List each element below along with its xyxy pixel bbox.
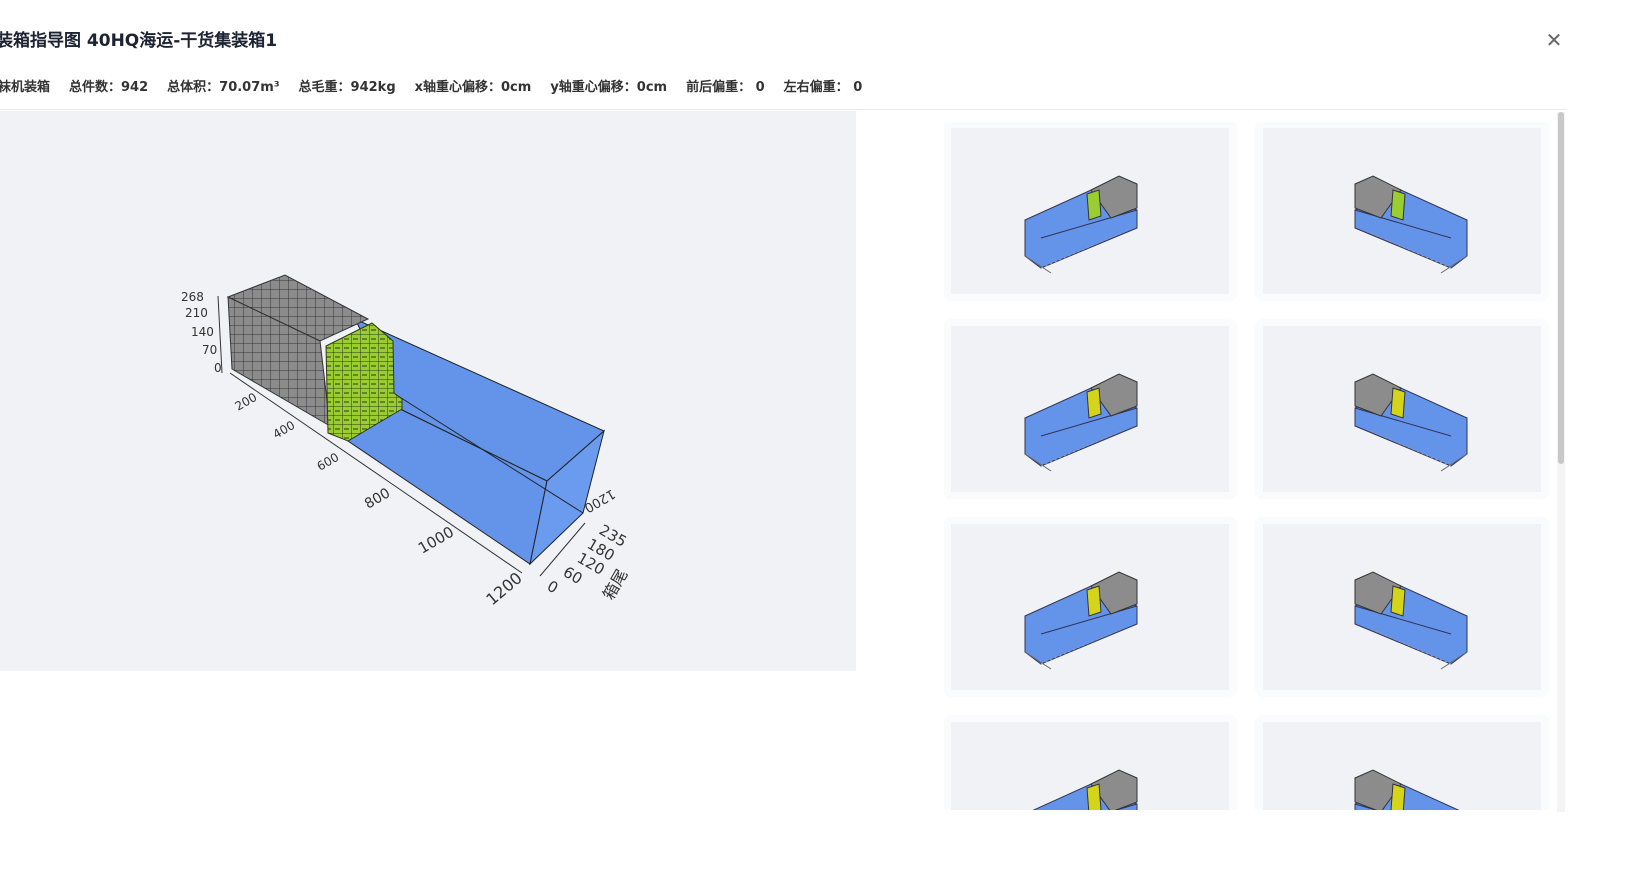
stat-x-offset: x轴重心偏移：0cm — [414, 80, 532, 95]
thumbnail-view — [951, 722, 1229, 810]
divider — [0, 109, 1566, 110]
y-axis-label: 箱尾 — [599, 566, 631, 603]
z-tick: 70 — [202, 343, 217, 357]
thumb-gray-boxes — [1354, 769, 1402, 810]
stat-count: 总件数：942 — [69, 80, 149, 95]
thumbnail-view — [1263, 128, 1541, 294]
thumb-highlight-boxes — [1086, 783, 1102, 810]
thumbnail-card[interactable] — [944, 518, 1236, 696]
thumb-highlight-boxes — [1390, 189, 1406, 221]
thumbnail-view — [1263, 524, 1541, 690]
thumb-gray-boxes — [1354, 175, 1402, 219]
thumbnail-card[interactable] — [1256, 320, 1548, 498]
x-tick: 200 — [233, 390, 260, 414]
thumbnail-list[interactable] — [944, 122, 1550, 810]
thumb-gray-boxes — [1090, 571, 1138, 615]
stat-volume: 总体积：70.07m³ — [167, 80, 280, 95]
thumbnail-view — [951, 524, 1229, 690]
main-3d-view[interactable]: 268 210 140 70 0 200 400 600 800 1000 12… — [0, 111, 856, 671]
x-tick: 1200 — [482, 568, 525, 609]
stat-weight: 总毛重：942kg — [298, 80, 396, 95]
x-tick: 600 — [315, 450, 342, 474]
z-tick: 210 — [185, 306, 208, 320]
thumbnail-view — [1263, 722, 1541, 810]
thumbnail-card[interactable] — [1256, 518, 1548, 696]
x-tick: 400 — [271, 418, 298, 442]
z-tick: 268 — [181, 290, 204, 304]
thumb-gray-boxes — [1354, 373, 1402, 417]
thumbnail-view — [951, 128, 1229, 294]
scrollbar[interactable] — [1557, 112, 1565, 812]
green-boxes — [325, 322, 403, 442]
stat-left-right: 左右偏重： 0 — [783, 80, 863, 95]
thumbnail-card[interactable] — [1256, 716, 1548, 810]
x-tick: 1000 — [415, 523, 457, 558]
thumb-gray-boxes — [1090, 769, 1138, 810]
thumbnail-card[interactable] — [944, 122, 1236, 300]
close-icon[interactable]: ✕ — [1545, 28, 1563, 52]
z-tick: 140 — [191, 325, 214, 339]
thumb-highlight-boxes — [1086, 387, 1102, 419]
thumb-gray-boxes — [1090, 175, 1138, 219]
stat-y-offset: y轴重心偏移：0cm — [550, 80, 668, 95]
stat-front-back: 前后偏重： 0 — [686, 80, 765, 95]
scrollbar-thumb[interactable] — [1558, 112, 1564, 464]
thumb-highlight-boxes — [1390, 585, 1406, 617]
stats-bar: 袜机装箱 总件数：942 总体积：70.07m³ 总毛重：942kg x轴重心偏… — [0, 76, 862, 95]
thumbnail-view — [951, 326, 1229, 492]
z-tick: 0 — [214, 361, 222, 375]
thumbnail-card[interactable] — [944, 320, 1236, 498]
thumb-gray-boxes — [1090, 373, 1138, 417]
thumbnail-view — [1263, 326, 1541, 492]
y-tick: 0 — [544, 577, 561, 597]
thumb-highlight-boxes — [1390, 387, 1406, 419]
stat-name: 袜机装箱 — [0, 80, 51, 95]
thumbnail-card[interactable] — [1256, 122, 1548, 300]
x-tick: 800 — [362, 485, 393, 512]
thumb-highlight-boxes — [1390, 783, 1406, 810]
thumb-gray-boxes — [1354, 571, 1402, 615]
thumb-highlight-boxes — [1086, 189, 1102, 221]
thumb-highlight-boxes — [1086, 585, 1102, 617]
thumbnail-card[interactable] — [944, 716, 1236, 810]
dialog-title: 装箱指导图 40HQ海运-干货集装箱1 — [0, 31, 278, 51]
